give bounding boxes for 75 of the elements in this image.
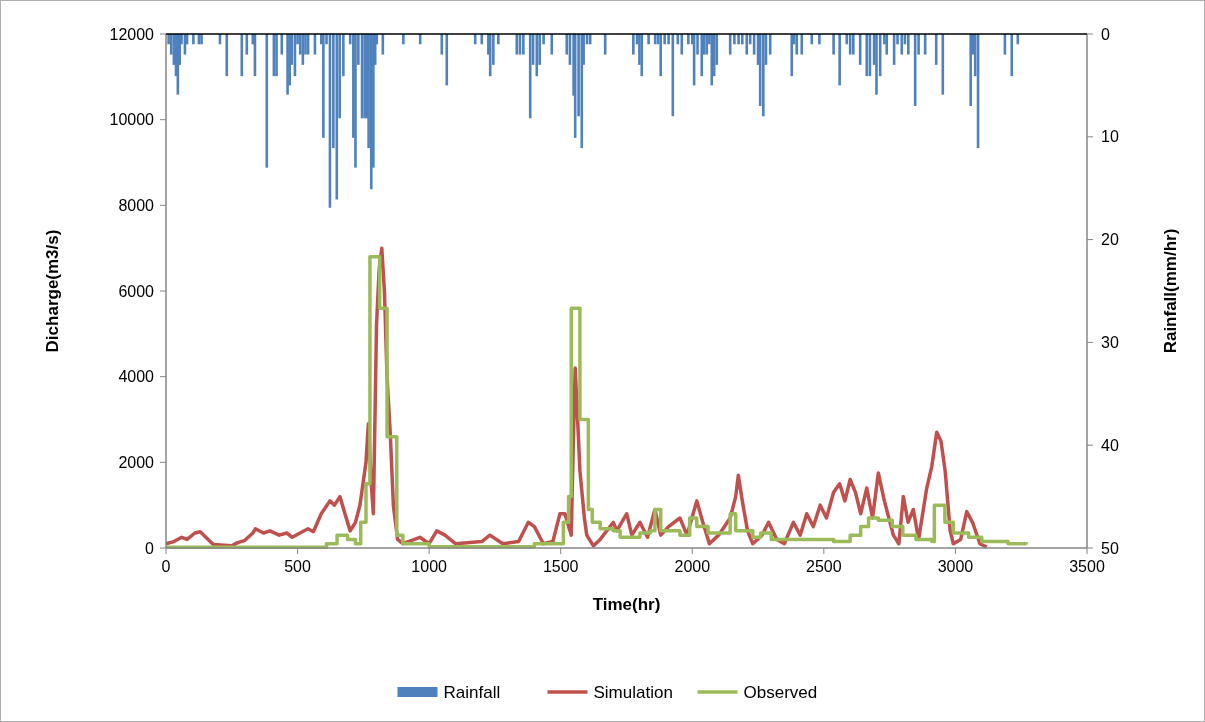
bar xyxy=(700,34,704,77)
bar xyxy=(280,34,284,55)
bar xyxy=(680,34,684,55)
bar xyxy=(647,34,650,45)
x-tick-label: 3500 xyxy=(1069,558,1105,575)
bar xyxy=(941,34,945,95)
y2-tick-label: 30 xyxy=(1101,334,1119,351)
bar xyxy=(659,34,663,77)
y2-tick-label: 50 xyxy=(1101,539,1119,557)
legend-label: Rainfall xyxy=(443,682,501,702)
bar xyxy=(907,34,910,55)
bar xyxy=(667,34,670,45)
bar xyxy=(632,34,635,55)
x-tick-label: 0 xyxy=(161,558,171,575)
bar xyxy=(745,34,749,55)
y-tick-label: 4000 xyxy=(118,368,155,386)
y2-tick-label: 0 xyxy=(1101,25,1110,43)
bar xyxy=(1016,34,1020,45)
bar xyxy=(402,34,405,45)
bar xyxy=(354,34,357,168)
y-tick-label: 0 xyxy=(145,539,155,557)
bar xyxy=(640,34,644,77)
x-tick-label: 500 xyxy=(284,558,312,575)
bar xyxy=(969,34,972,106)
bar xyxy=(762,34,765,117)
bar xyxy=(480,34,484,45)
y-tick-label: 6000 xyxy=(118,282,155,300)
x-tick-label: 2000 xyxy=(674,558,711,575)
y-tick-label: 10000 xyxy=(109,111,155,129)
bar xyxy=(192,34,195,45)
legend-label: Observed xyxy=(743,682,818,702)
bar xyxy=(795,34,799,55)
bar xyxy=(322,34,325,138)
y2-tick-label: 20 xyxy=(1101,231,1119,249)
bar xyxy=(710,34,714,86)
bar xyxy=(550,34,554,55)
y-tick-label: 2000 xyxy=(118,453,155,471)
y-tick-label: 12000 xyxy=(109,25,155,43)
bar xyxy=(733,34,736,45)
bar xyxy=(335,34,339,200)
y2-axis-title: Rainfall(mm/hr) xyxy=(1161,228,1180,354)
bar xyxy=(838,34,841,86)
bar xyxy=(245,34,249,55)
bar xyxy=(535,34,539,77)
bar xyxy=(687,34,690,45)
bar xyxy=(885,34,889,55)
y2-tick-label: 10 xyxy=(1101,128,1119,146)
bar xyxy=(522,34,525,55)
bar xyxy=(445,34,449,86)
y-tick-label: 8000 xyxy=(118,196,155,214)
x-tick-label: 1500 xyxy=(542,558,579,575)
bar xyxy=(737,34,740,45)
bar xyxy=(800,34,804,55)
bar xyxy=(497,34,500,45)
bar xyxy=(1010,34,1014,77)
bar xyxy=(240,34,244,77)
bar xyxy=(790,34,794,77)
x-axis-title: Time(hr) xyxy=(592,595,661,614)
legend-label: Simulation xyxy=(593,682,673,702)
bar xyxy=(900,34,904,55)
bar xyxy=(852,34,855,55)
bar xyxy=(818,34,821,45)
bar xyxy=(265,34,269,168)
x-tick-label: 1000 xyxy=(411,558,448,575)
bar xyxy=(810,34,814,45)
bar xyxy=(580,34,584,149)
bar xyxy=(440,34,444,55)
x-tick-label: 3000 xyxy=(937,558,974,575)
bar xyxy=(832,34,835,55)
bar xyxy=(875,34,878,95)
y2-tick-label: 40 xyxy=(1101,436,1119,454)
bar xyxy=(934,34,938,65)
x-tick-label: 2500 xyxy=(806,558,842,575)
y-axis-title: Dicharge(m3/s) xyxy=(43,229,62,353)
bar xyxy=(225,34,229,77)
